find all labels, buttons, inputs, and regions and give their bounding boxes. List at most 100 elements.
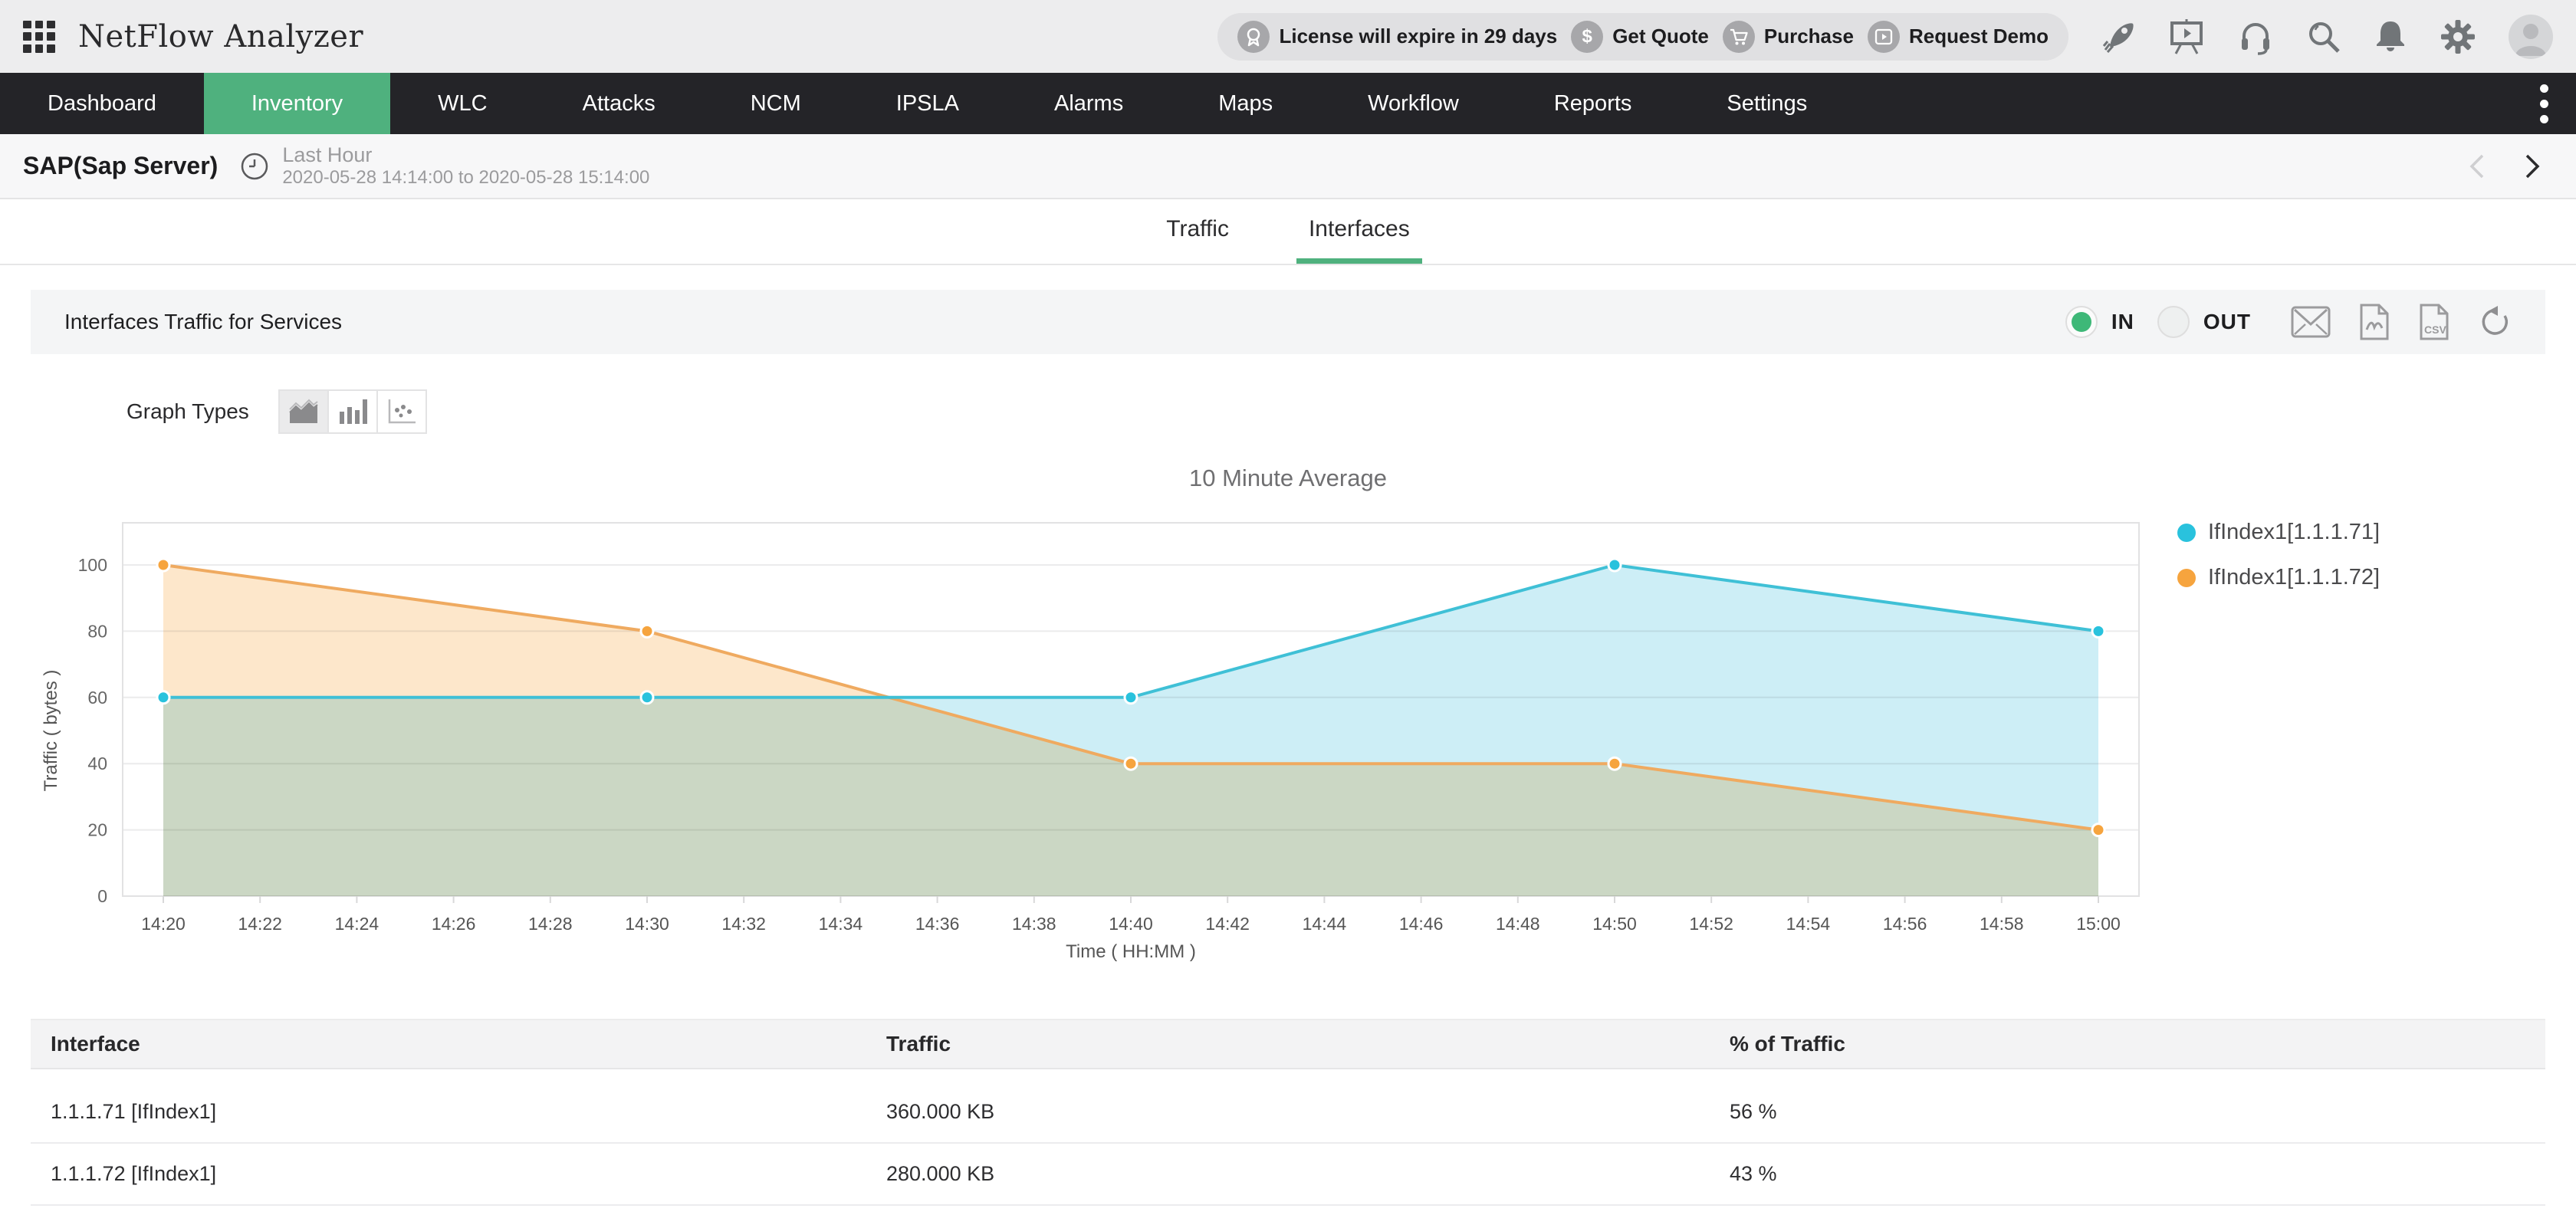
- period-label: Last Hour: [282, 143, 373, 166]
- chart-plot: 0 20 40 60 80 100 14:20 14:22 14:24 14:26 14:28 14:…: [41, 522, 2140, 962]
- chevron-right-icon[interactable]: [2518, 151, 2545, 182]
- support-headset-icon[interactable]: [2237, 18, 2274, 55]
- direction-out-radio[interactable]: OUT: [2157, 306, 2251, 338]
- nav-item-maps[interactable]: Maps: [1218, 90, 1273, 116]
- table-cell: 1.1.1.71 [IfIndex1]: [31, 1069, 866, 1144]
- nav-item-dashboard[interactable]: Dashboard: [48, 90, 156, 116]
- top-bar: NetFlow Analyzer License will expire in …: [0, 0, 2576, 73]
- svg-text:40: 40: [87, 754, 107, 773]
- period-range: 2020-05-28 14:14:00 to 2020-05-28 15:14:…: [282, 167, 650, 189]
- nav-overflow-kebab-icon[interactable]: [2512, 73, 2576, 134]
- table-header--of-traffic: % of Traffic: [1710, 1019, 2545, 1069]
- refresh-icon[interactable]: [2478, 305, 2512, 339]
- legend-label: IfIndex1[1.1.1.71]: [2208, 520, 2380, 544]
- svg-text:14:22: 14:22: [238, 914, 282, 934]
- legend-dot-icon: [2177, 523, 2196, 542]
- nav-item-inventory[interactable]: Inventory: [203, 73, 391, 134]
- tab-interfaces[interactable]: Interfaces: [1296, 199, 1422, 264]
- csv-export-icon[interactable]: CSV: [2418, 304, 2450, 340]
- table-header-interface: Interface: [31, 1019, 866, 1069]
- nav-item-ipsla[interactable]: IPSLA: [895, 90, 959, 116]
- radio-out-icon[interactable]: [2157, 306, 2190, 338]
- graph-types-row: Graph Types: [127, 389, 2576, 434]
- svg-text:14:40: 14:40: [1109, 914, 1153, 934]
- graph-type-scatter-button[interactable]: [376, 389, 427, 434]
- svg-text:15:00: 15:00: [2076, 914, 2121, 934]
- svg-text:14:42: 14:42: [1205, 914, 1250, 934]
- purchase-label: Purchase: [1763, 25, 1854, 48]
- svg-text:14:46: 14:46: [1399, 914, 1444, 934]
- svg-text:0: 0: [97, 886, 107, 906]
- get-quote-button[interactable]: $ Get Quote: [1571, 20, 1709, 53]
- svg-text:14:36: 14:36: [915, 914, 960, 934]
- nav-item-attacks[interactable]: Attacks: [582, 90, 656, 116]
- svg-text:14:34: 14:34: [819, 914, 863, 934]
- chevron-left-icon[interactable]: [2464, 151, 2492, 182]
- nav-item-ncm[interactable]: NCM: [750, 90, 801, 116]
- graph-type-area-button[interactable]: [278, 389, 329, 434]
- table-row: 1.1.1.72 [IfIndex1] 280.000 KB 43 %: [31, 1143, 2545, 1206]
- svg-text:Time ( HH:MM ): Time ( HH:MM ): [1066, 941, 1196, 961]
- license-expiry-notice[interactable]: License will expire in 29 days: [1237, 20, 1557, 53]
- user-avatar[interactable]: [2509, 14, 2553, 59]
- nav-item-workflow[interactable]: Workflow: [1368, 90, 1459, 116]
- table-cell: 280.000 KB: [866, 1143, 1710, 1206]
- breadcrumb-bar: SAP(Sap Server) Last Hour 2020-05-28 14:…: [0, 134, 2576, 199]
- app-title: NetFlow Analyzer: [78, 18, 364, 54]
- svg-text:14:26: 14:26: [432, 914, 476, 934]
- get-quote-label: Get Quote: [1612, 25, 1709, 48]
- chart-title: 10 Minute Average: [1189, 465, 1387, 491]
- topbar-icons: [2101, 14, 2553, 59]
- time-clock-icon[interactable]: [239, 151, 270, 182]
- purchase-button[interactable]: Purchase: [1722, 20, 1854, 53]
- whats-new-rocket-icon[interactable]: [2101, 19, 2136, 54]
- svg-text:14:50: 14:50: [1592, 914, 1637, 934]
- direction-in-radio[interactable]: IN: [2065, 306, 2134, 338]
- svg-text:Traffic ( bytes ): Traffic ( bytes ): [41, 670, 61, 792]
- email-report-icon[interactable]: [2291, 306, 2331, 338]
- section-controls: IN OUT CSV: [2065, 304, 2512, 340]
- settings-gear-icon[interactable]: [2440, 18, 2476, 55]
- svg-text:14:54: 14:54: [1786, 914, 1831, 934]
- section-title: Interfaces Traffic for Services: [64, 310, 343, 333]
- view-tabs: Traffic Interfaces: [0, 199, 2576, 265]
- tab-traffic[interactable]: Traffic: [1166, 215, 1229, 241]
- svg-text:20: 20: [87, 820, 107, 840]
- svg-text:14:56: 14:56: [1883, 914, 1927, 934]
- svg-text:14:44: 14:44: [1303, 914, 1347, 934]
- interface-traffic-table: Interface Traffic% of Traffic 1.1.1.71 [I…: [31, 1019, 2545, 1206]
- report-section-bar: Interfaces Traffic for Services IN OUT C…: [31, 290, 2545, 354]
- legend-label: IfIndex1[1.1.1.72]: [2208, 565, 2380, 589]
- device-title: SAP(Sap Server): [23, 152, 219, 179]
- nav-item-alarms[interactable]: Alarms: [1053, 90, 1124, 116]
- request-demo-button[interactable]: Request Demo: [1867, 20, 2049, 53]
- nav-item-reports[interactable]: Reports: [1553, 90, 1632, 116]
- dollar-icon: $: [1571, 20, 1604, 53]
- notifications-bell-icon[interactable]: [2374, 18, 2407, 55]
- radio-out-label: OUT: [2203, 310, 2251, 333]
- svg-text:14:58: 14:58: [1980, 914, 2024, 934]
- radio-in-label: IN: [2111, 310, 2134, 333]
- training-presentation-icon[interactable]: [2168, 18, 2205, 55]
- graph-type-buttons: [278, 389, 427, 434]
- legend-item[interactable]: IfIndex1[1.1.1.71]: [2177, 520, 2380, 545]
- graph-types-label: Graph Types: [127, 399, 249, 423]
- svg-text:14:32: 14:32: [721, 914, 766, 934]
- pdf-export-icon[interactable]: [2358, 304, 2390, 340]
- svg-text:14:52: 14:52: [1689, 914, 1733, 934]
- radio-in-icon[interactable]: [2065, 306, 2098, 338]
- svg-text:14:20: 14:20: [141, 914, 186, 934]
- svg-text:80: 80: [87, 621, 107, 641]
- nav-item-wlc[interactable]: WLC: [438, 90, 488, 116]
- graph-type-bar-button[interactable]: [327, 389, 378, 434]
- apps-grid-icon[interactable]: [23, 20, 55, 53]
- chart-legend: IfIndex1[1.1.1.71] IfIndex1[1.1.1.72]: [2177, 520, 2380, 590]
- svg-text:CSV: CSV: [2424, 323, 2446, 336]
- search-icon[interactable]: [2306, 19, 2341, 54]
- legend-dot-icon: [2177, 568, 2196, 587]
- nav-item-settings[interactable]: Settings: [1727, 90, 1808, 116]
- time-period: Last Hour 2020-05-28 14:14:00 to 2020-05…: [282, 143, 649, 189]
- license-pill: License will expire in 29 days $ Get Quo…: [1217, 12, 2068, 61]
- legend-item[interactable]: IfIndex1[1.1.1.72]: [2177, 565, 2380, 590]
- device-pager: [2464, 151, 2545, 182]
